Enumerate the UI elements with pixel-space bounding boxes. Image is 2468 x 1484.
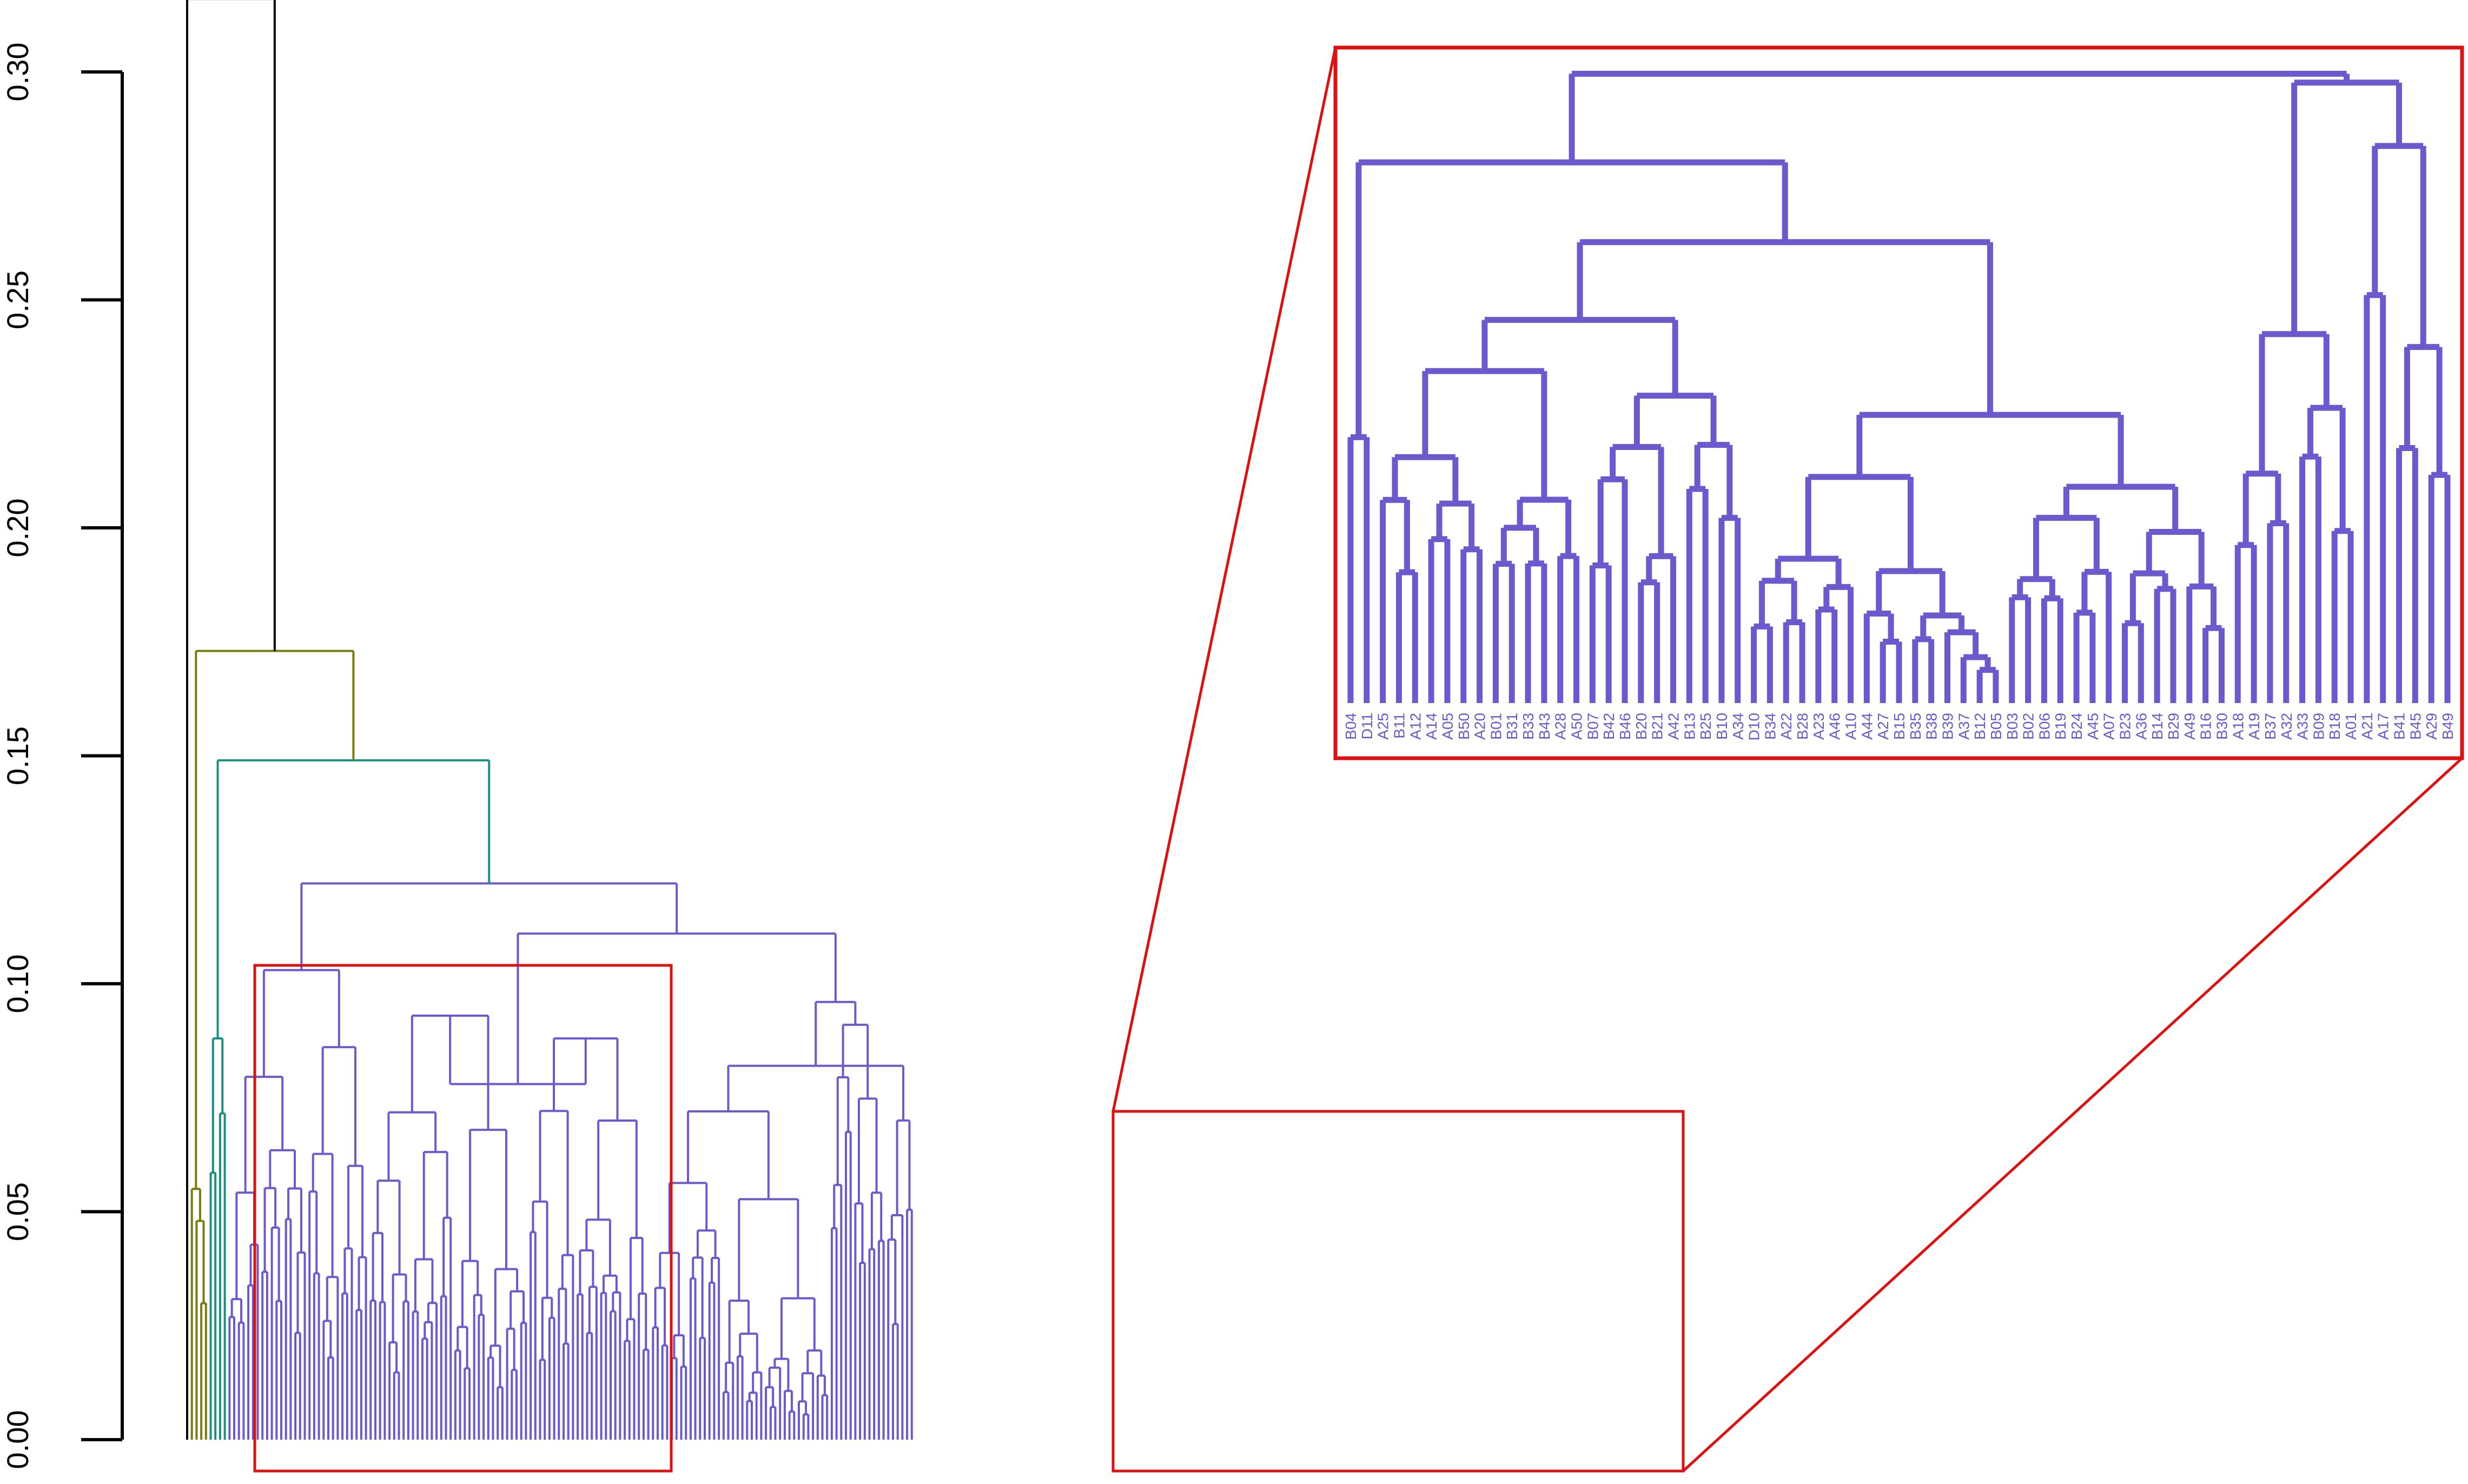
y-tick-label: 0.15	[1, 726, 35, 785]
inset-leaf-label: B12	[1971, 713, 1988, 740]
inset-leaf-label: A27	[1875, 713, 1891, 740]
inset-leaf-label: B09	[2310, 713, 2327, 740]
inset-leaf-label: A36	[2133, 713, 2149, 740]
y-tick-label: 0.10	[1, 955, 35, 1013]
inset-leaf-label: A07	[2101, 713, 2118, 740]
inset-leaf-label: B30	[2213, 713, 2230, 740]
inset-leaf-label: A14	[1423, 713, 1440, 740]
inset-leaf-label: B49	[2439, 713, 2456, 740]
highlight-box-left	[253, 964, 673, 1473]
y-tick-label: 0.20	[1, 499, 35, 558]
inset-leaf-label: A12	[1407, 713, 1424, 740]
inset-leaf-label: A25	[1375, 713, 1392, 740]
inset-dendrogram: B04D11A25B11A12A14A05B50A20B01B31B33B43A…	[1342, 70, 2456, 740]
y-tick-label: 0.30	[1, 43, 35, 102]
inset-leaf-label: A44	[1858, 713, 1875, 740]
inset-leaf-label: B29	[2165, 713, 2182, 740]
inset-leaf-label: B05	[1988, 713, 2004, 740]
inset-leaf-label: B06	[2036, 713, 2053, 740]
inset-leaf-label: A45	[2085, 713, 2101, 740]
inset-leaf-label: B21	[1649, 713, 1666, 740]
inset-leaf-label: B03	[2004, 713, 2021, 740]
inset-leaf-label: B18	[2326, 713, 2343, 740]
inset-leaf-label: A22	[1778, 713, 1795, 740]
inset-leaf-label: D10	[1746, 713, 1763, 740]
inset-leaf-label: A17	[2375, 713, 2392, 740]
inset-leaf-label: B04	[1342, 713, 1359, 740]
inset-leaf-label: B07	[1584, 713, 1601, 740]
inset-leaf-label: A28	[1552, 713, 1569, 740]
inset-leaf-label: B14	[2149, 713, 2166, 740]
highlight-box-right	[1111, 1110, 1685, 1473]
inset-leaf-label: A23	[1810, 713, 1827, 740]
inset-leaf-label: A05	[1439, 713, 1456, 740]
inset-leaf-label: B19	[2052, 713, 2069, 740]
inset-leaf-label: B37	[2262, 713, 2279, 740]
inset-leaf-label: B42	[1600, 713, 1617, 740]
inset-frame	[1333, 45, 2464, 760]
inset-leaf-label: A20	[1472, 713, 1488, 740]
inset-leaf-label: B28	[1794, 713, 1811, 740]
inset-leaf-label: A01	[2343, 713, 2359, 740]
inset-leaf-label: A42	[1665, 713, 1682, 740]
inset-leaf-label: B43	[1536, 713, 1553, 740]
inset-leaf-label: B35	[1907, 713, 1924, 740]
inset-leaf-label: B10	[1713, 713, 1730, 740]
inset-leaf-label: B02	[2020, 713, 2037, 740]
inset-leaf-label: B01	[1487, 713, 1504, 740]
zoom-connector	[1111, 47, 1337, 1112]
inset-leaf-label: B41	[2391, 713, 2408, 740]
inset-leaf-label: A50	[1569, 713, 1585, 740]
inset-leaf-label: A18	[2229, 713, 2246, 740]
y-tick-label: 0.25	[1, 270, 35, 329]
inset-leaf-label: B13	[1681, 713, 1698, 740]
inset-leaf-label: B20	[1633, 713, 1650, 740]
inset-leaf-label: A34	[1730, 713, 1746, 740]
inset-leaf-label: B11	[1391, 713, 1407, 739]
inset-leaf-label: B38	[1923, 713, 1940, 740]
inset-leaf-label: B16	[2198, 713, 2214, 740]
inset-leaf-label: B33	[1520, 713, 1537, 740]
inset-leaf-label: B15	[1891, 713, 1908, 740]
inset-leaf-label: D11	[1359, 713, 1375, 739]
inset-leaf-label: A37	[1955, 713, 1972, 740]
inset-leaf-label: A10	[1843, 713, 1860, 740]
inset-leaf-label: B23	[2117, 713, 2134, 740]
inset-leaf-label: B50	[1455, 713, 1472, 740]
y-tick-label: 0.05	[1, 1182, 35, 1241]
dendrogram-tree	[186, 0, 913, 1440]
inset-leaf-label: A29	[2423, 713, 2440, 740]
inset-leaf-label: B46	[1617, 713, 1633, 740]
inset-leaf-label: A19	[2246, 713, 2262, 740]
inset-leaf-label: A46	[1827, 713, 1843, 740]
y-tick-label: 0.00	[1, 1410, 35, 1469]
y-axis: 0.00 0.05 0.10 0.15 0.20 0.25 0.30	[1, 43, 124, 1469]
inset-leaf-label: B31	[1504, 713, 1520, 740]
inset-leaf-label: B34	[1762, 713, 1778, 740]
inset-leaf-label: A21	[2359, 713, 2376, 740]
inset-leaf-label: A49	[2181, 713, 2198, 740]
inset-leaf-label: B45	[2407, 713, 2424, 740]
inset-leaf-label: A32	[2278, 713, 2295, 740]
inset-leaf-label: A33	[2294, 713, 2311, 740]
zoom-connector	[1682, 757, 2463, 1472]
highlight-boxes	[253, 45, 2464, 1473]
inset-leaf-label: B39	[1939, 713, 1956, 740]
inset-leaf-label: B25	[1697, 713, 1714, 740]
inset-leaf-label: B24	[2068, 713, 2085, 740]
